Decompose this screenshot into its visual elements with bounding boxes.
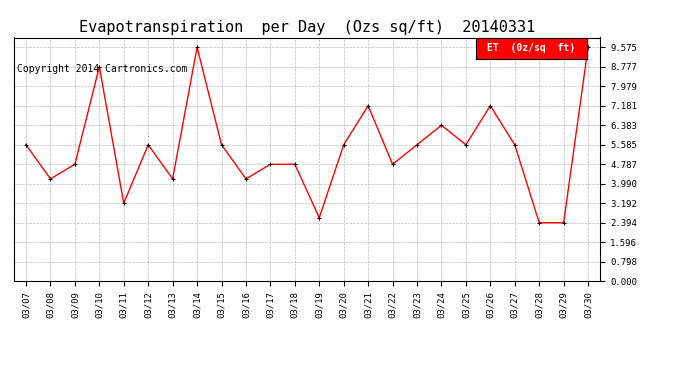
- Point: [94, 64, 105, 70]
- Point: [21, 142, 32, 148]
- Point: [460, 142, 471, 148]
- Point: [387, 161, 398, 167]
- Point: [118, 200, 129, 206]
- Title: Evapotranspiration  per Day  (Ozs sq/ft)  20140331: Evapotranspiration per Day (Ozs sq/ft) 2…: [79, 20, 535, 35]
- Point: [240, 176, 251, 182]
- Point: [558, 220, 569, 226]
- Point: [338, 142, 349, 148]
- Text: ET  (0z/sq  ft): ET (0z/sq ft): [487, 43, 575, 53]
- Point: [436, 122, 447, 128]
- Point: [314, 215, 325, 221]
- Point: [70, 161, 81, 167]
- Point: [485, 103, 496, 109]
- Point: [533, 220, 544, 226]
- Point: [167, 176, 178, 182]
- Point: [192, 44, 203, 50]
- Point: [509, 142, 520, 148]
- Point: [45, 176, 56, 182]
- Point: [363, 103, 374, 109]
- Point: [411, 142, 422, 148]
- Text: Copyright 2014 Cartronics.com: Copyright 2014 Cartronics.com: [17, 64, 188, 74]
- Point: [289, 161, 300, 167]
- Point: [582, 44, 593, 50]
- Point: [143, 142, 154, 148]
- Point: [216, 142, 227, 148]
- Point: [265, 161, 276, 167]
